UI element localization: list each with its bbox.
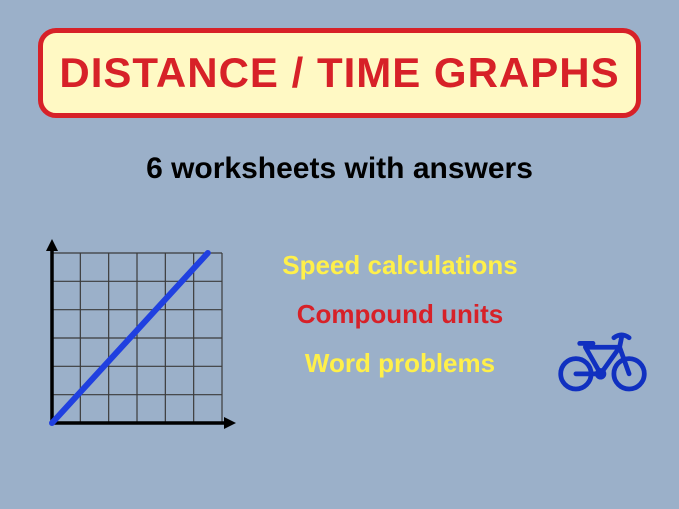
title-box: DISTANCE / TIME GRAPHS <box>38 28 641 118</box>
feature-item: Speed calculations <box>260 250 540 281</box>
feature-item: Word problems <box>260 348 540 379</box>
distance-time-chart <box>30 235 240 450</box>
title-text: DISTANCE / TIME GRAPHS <box>59 49 619 97</box>
subtitle: 6 worksheets with answers <box>0 152 679 186</box>
bicycle-icon <box>555 330 650 397</box>
feature-item: Compound units <box>260 299 540 330</box>
feature-list: Speed calculations Compound units Word p… <box>260 250 540 397</box>
